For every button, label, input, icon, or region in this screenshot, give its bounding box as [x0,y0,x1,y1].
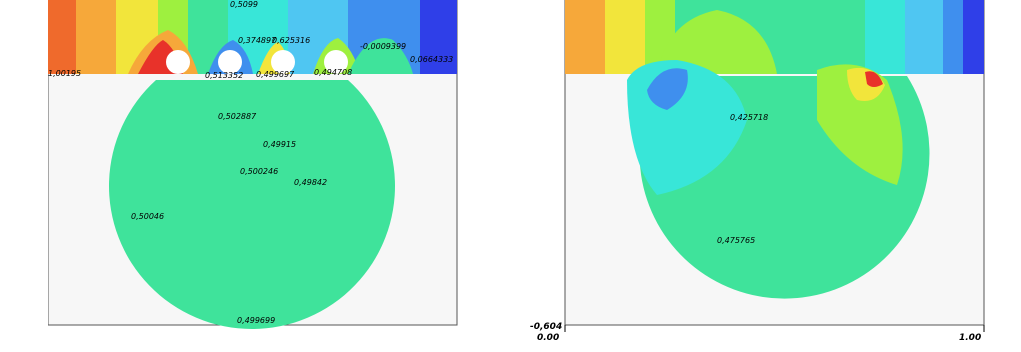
right-red-spot [865,71,883,87]
left-obstacles [166,50,348,74]
left-label: 0,49842 [294,178,328,187]
right-yellowgreen-lobe [817,64,903,185]
left-label: 0,0664333 [410,55,454,64]
right-plot-panel: 0,425718 0,475765 -0,604 0.00 1.00 [527,0,1021,352]
left-label: 1,00195 [48,69,82,78]
left-label: 0,49915 [263,140,297,149]
y-axis-min-label: -0,604 [530,322,563,332]
left-label: 0,500246 [240,167,279,176]
left-label: 0,513352 [205,71,244,80]
right-label: 0,425718 [730,113,769,122]
right-blue-spot [647,68,688,110]
right-label: 0,475765 [717,236,756,245]
left-label: 0,374897 [238,36,277,45]
left-label: 0,502887 [218,112,257,121]
left-label: 0,499699 [237,316,276,325]
left-label: 0,50046 [131,212,165,221]
left-label: 0,625316 [272,36,311,45]
left-contour-plot [48,0,458,329]
right-contour-plot [564,0,985,332]
left-label: -0,0009399 [360,42,407,51]
x-axis-max-label: 1.00 [959,333,982,343]
left-plot-panel: 0,5099 0,374897 0,625316 -0,0009399 0,06… [48,0,458,330]
x-axis-min-label: 0.00 [537,333,560,343]
left-label: 0,5099 [230,0,258,9]
right-top-band [565,0,984,74]
left-label: 0,494708 [314,68,353,77]
left-label: 0,499697 [256,70,295,79]
left-circle-region [108,80,395,329]
